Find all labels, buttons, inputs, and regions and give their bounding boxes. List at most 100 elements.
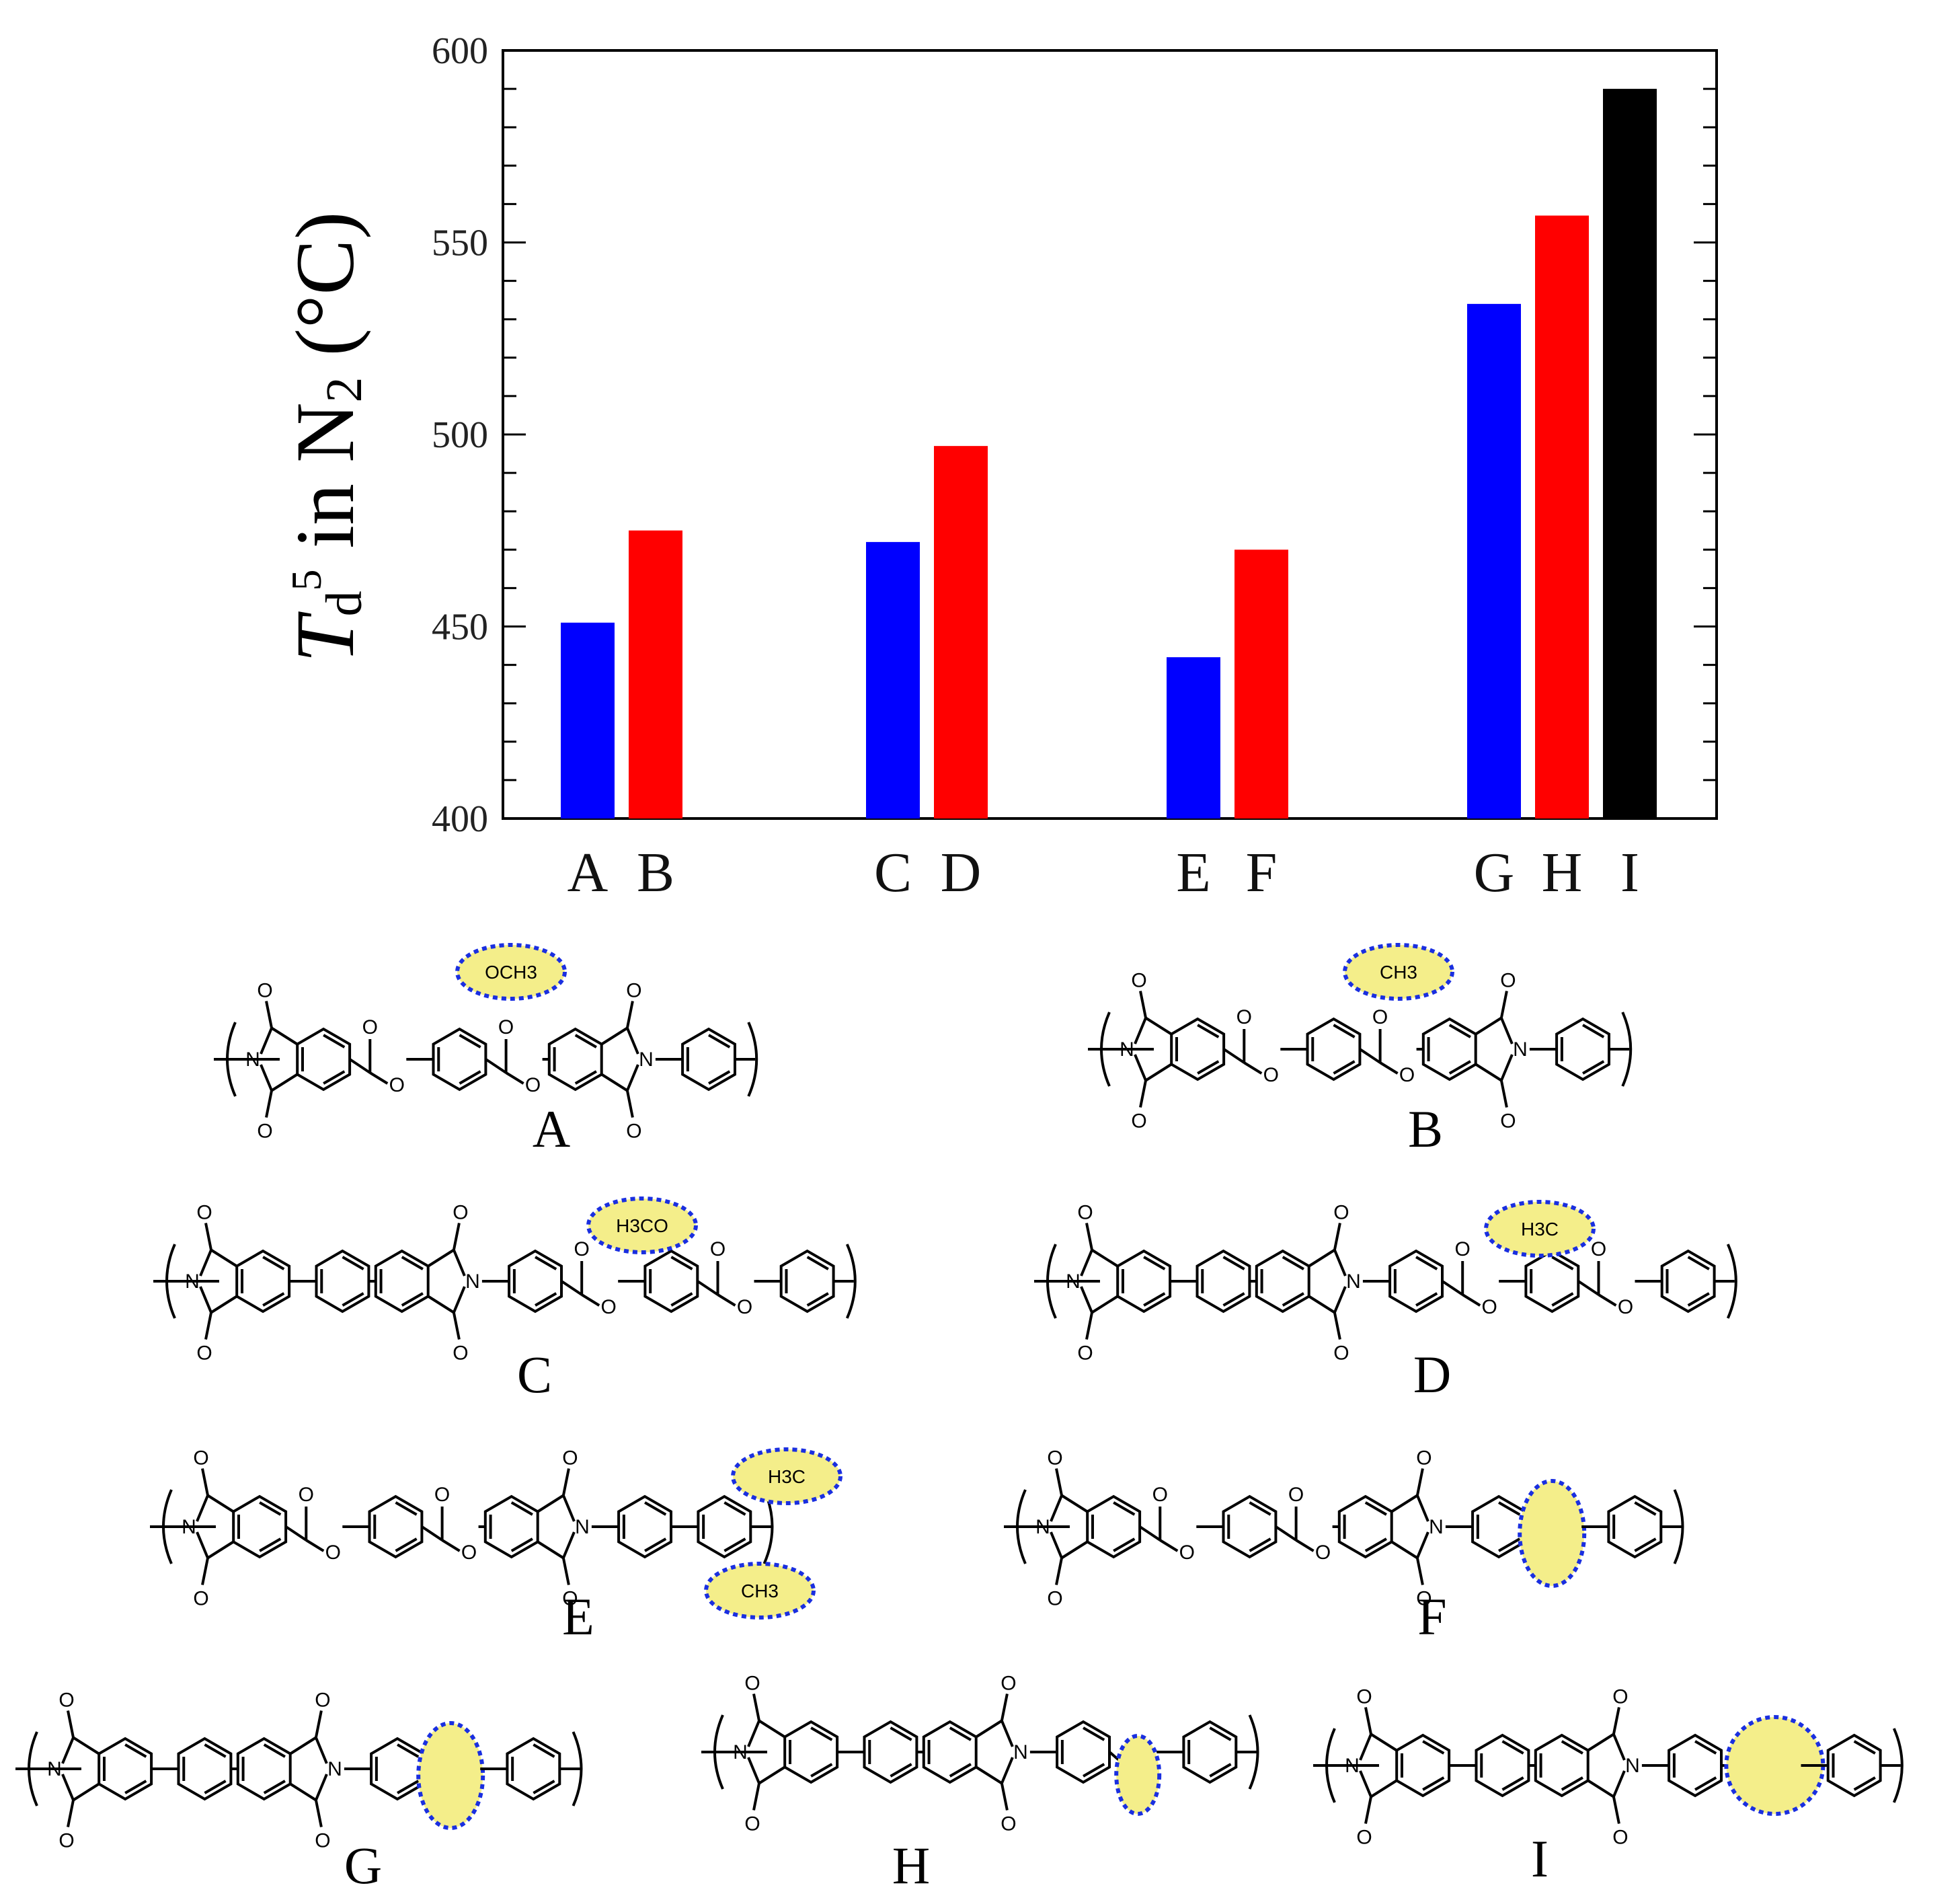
- benzene-ring: [315, 1249, 370, 1314]
- bond: [626, 1027, 639, 1055]
- atom-label: N: [327, 1758, 342, 1780]
- double-bond: [1222, 1292, 1245, 1307]
- bond: [1475, 1063, 1502, 1082]
- double-bond: [535, 1256, 557, 1270]
- benzene-ring: [296, 1027, 352, 1092]
- benzene-ring: [1668, 1733, 1723, 1798]
- bond: [1223, 1048, 1245, 1064]
- double-bond: [1422, 1776, 1445, 1791]
- double-bond: [1634, 1537, 1657, 1552]
- benzene-ring: [697, 1494, 752, 1559]
- bar-H: [1535, 215, 1589, 819]
- bond: [206, 1494, 235, 1513]
- atom-label: O: [525, 1074, 541, 1096]
- atom-label: O: [362, 1016, 378, 1038]
- bond: [1577, 1280, 1600, 1296]
- bond: [289, 1736, 317, 1755]
- y-tick-label: 450: [432, 607, 488, 648]
- highlight-ellipse: [1114, 1734, 1162, 1816]
- bond: [453, 1249, 466, 1277]
- bars: [561, 89, 1657, 819]
- double-bond: [708, 1070, 731, 1085]
- bond: [625, 1001, 634, 1028]
- bond: [975, 1719, 1003, 1739]
- bond: [1462, 1293, 1481, 1307]
- structure-A: O O N O O O O O O N OCH3 A: [214, 943, 758, 1158]
- atom-label: O: [299, 1484, 314, 1506]
- bond: [1499, 1080, 1508, 1108]
- atom-label: O: [1315, 1542, 1331, 1564]
- bond: [196, 1531, 209, 1559]
- double-bond: [1197, 1024, 1220, 1038]
- double-bond: [1853, 1776, 1876, 1791]
- atom-label: O: [1500, 970, 1516, 992]
- atom-label: N: [245, 1049, 260, 1071]
- double-bond: [1113, 1501, 1136, 1516]
- atom-label: O: [196, 1342, 212, 1365]
- bond: [61, 1737, 75, 1764]
- highlight-ellipse: [1343, 943, 1454, 1001]
- bond: [505, 1071, 524, 1085]
- bond: [1415, 1468, 1424, 1496]
- double-bond: [1687, 1292, 1710, 1307]
- bond: [260, 1064, 273, 1092]
- double-bond: [1501, 1776, 1524, 1791]
- double-bond: [263, 1743, 286, 1758]
- bond: [1139, 991, 1147, 1018]
- atom-label: O: [1482, 1296, 1497, 1318]
- bond: [1364, 1707, 1372, 1735]
- atom-label: O: [1001, 1813, 1016, 1835]
- bond: [369, 1071, 389, 1085]
- atom-label: N: [1013, 1741, 1028, 1763]
- bond: [1000, 1694, 1009, 1721]
- highlight-ellipse: [704, 1562, 816, 1620]
- double-bond: [890, 1726, 912, 1741]
- bond: [697, 1280, 719, 1296]
- bond: [1275, 1525, 1297, 1542]
- benzene-ring: [863, 1720, 918, 1784]
- double-bond: [1415, 1256, 1438, 1270]
- bond: [1134, 1017, 1147, 1044]
- double-bond: [1333, 1024, 1356, 1038]
- double-bond: [1143, 1256, 1166, 1270]
- bond: [1370, 1733, 1398, 1752]
- double-bond: [263, 1780, 286, 1794]
- bond: [349, 1058, 371, 1074]
- structure-label: I: [1531, 1829, 1549, 1888]
- bond: [1134, 1054, 1147, 1081]
- bond: [201, 1468, 209, 1496]
- y-tick-label: 600: [432, 30, 488, 72]
- double-bond: [1422, 1740, 1445, 1755]
- bond: [1587, 1733, 1614, 1752]
- double-bond: [670, 1292, 693, 1307]
- double-bond: [1582, 1024, 1605, 1038]
- atom-label: N: [1429, 1516, 1444, 1538]
- highlight-ellipse: [1484, 1200, 1596, 1258]
- atom-label: O: [389, 1074, 405, 1096]
- repeat-bracket: [845, 1244, 857, 1319]
- bond: [1442, 1280, 1464, 1296]
- bond: [453, 1286, 466, 1314]
- double-bond: [395, 1501, 418, 1516]
- atom-label: O: [58, 1689, 74, 1712]
- double-bond: [1582, 1060, 1605, 1075]
- atom-label: O: [461, 1542, 477, 1564]
- double-bond: [459, 1034, 481, 1049]
- double-bond: [323, 1034, 346, 1049]
- double-bond: [810, 1726, 833, 1741]
- y-tick-label: 500: [432, 414, 488, 456]
- bond: [1333, 1223, 1341, 1250]
- atom-label: O: [1500, 1110, 1516, 1133]
- double-bond: [1333, 1060, 1356, 1075]
- atom-label: O: [1356, 1686, 1372, 1708]
- bond: [1499, 991, 1508, 1018]
- atom-label: N: [575, 1516, 590, 1538]
- substituent-label: H3C: [768, 1466, 806, 1487]
- bar-C: [866, 541, 920, 819]
- atom-label: O: [315, 1689, 330, 1712]
- double-bond: [806, 1292, 829, 1307]
- substituent-label: CH3: [1380, 962, 1417, 983]
- benzene-ring: [1607, 1494, 1663, 1559]
